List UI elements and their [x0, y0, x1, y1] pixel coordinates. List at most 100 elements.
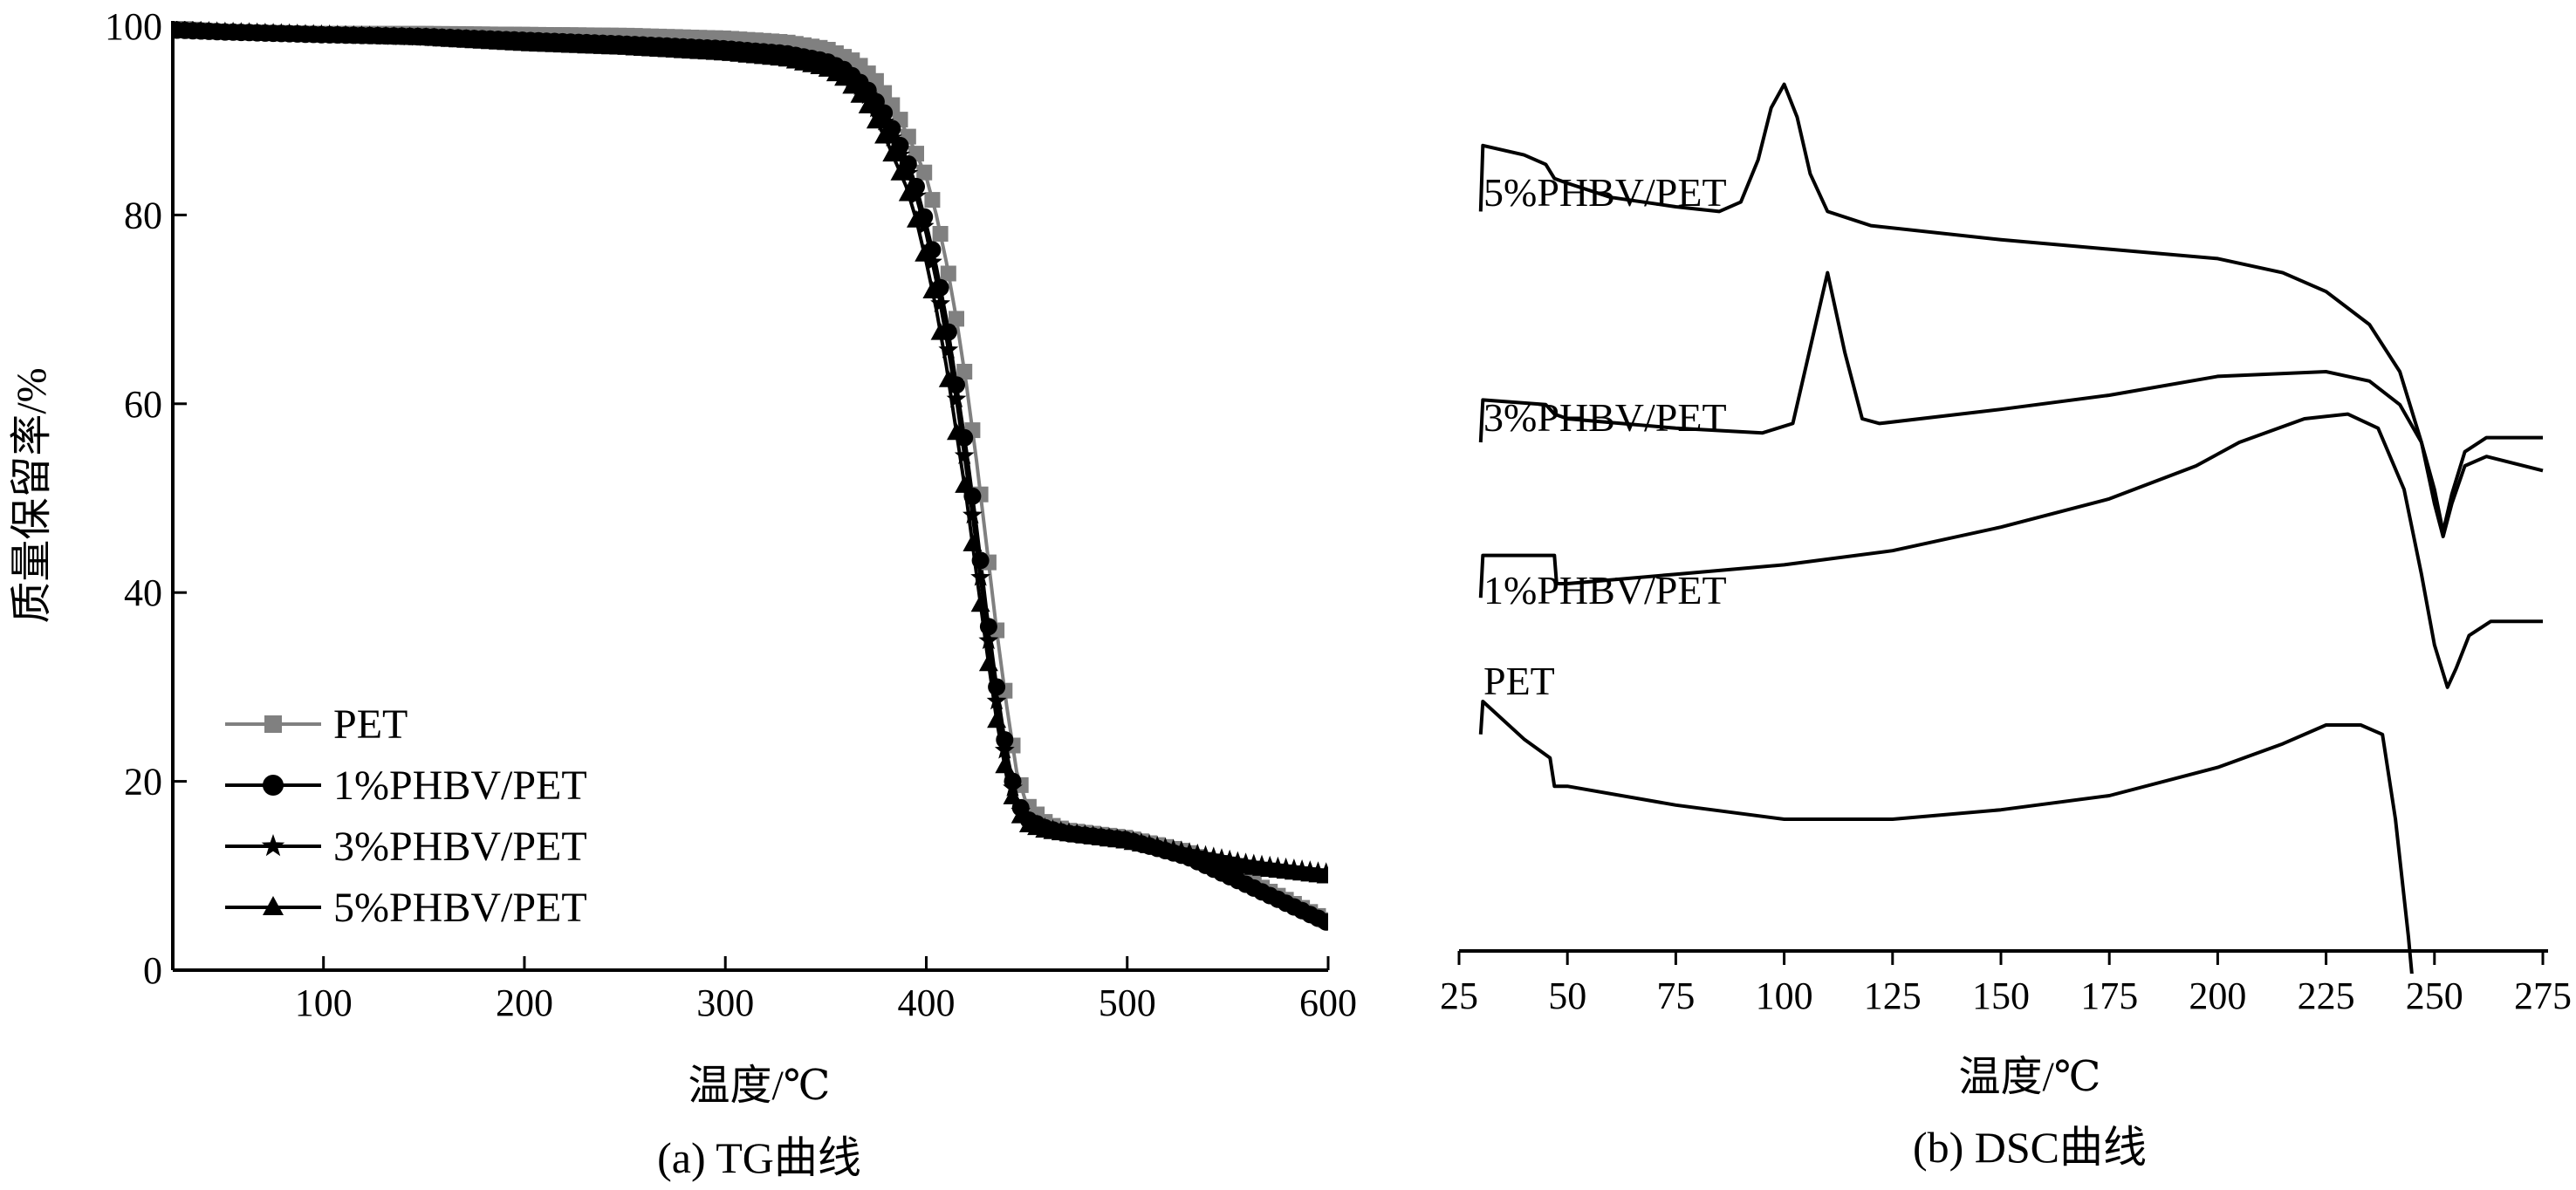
legend-marker-pet — [264, 715, 282, 733]
tg-y-tick-label: 40 — [124, 571, 162, 614]
tg-point-pet — [956, 364, 973, 380]
tg-point-pet — [949, 311, 964, 327]
dsc-x-tick-label: 50 — [1548, 975, 1586, 1017]
tg-point-pet — [924, 192, 941, 209]
tg-point-5pctphbv-pet — [995, 756, 1015, 774]
tg-point-3pctphbv-pet — [898, 162, 919, 182]
tg-point-5pctphbv-pet — [834, 68, 854, 86]
dsc-x-tick-label: 200 — [2189, 975, 2246, 1017]
tg-point-5pctphbv-pet — [898, 183, 918, 202]
tg-x-tick-label: 600 — [1299, 981, 1357, 1024]
tg-point-5pctphbv-pet — [970, 594, 990, 612]
tg-point-pet — [916, 164, 933, 181]
tg-y-tick-label: 100 — [105, 5, 162, 48]
tg-point-3pctphbv-pet — [890, 144, 910, 164]
tg-point-pet — [940, 265, 956, 282]
dsc-x-tick-label: 25 — [1440, 975, 1478, 1017]
dsc-x-tick-label: 225 — [2298, 975, 2355, 1017]
tg-x-tick-label: 200 — [496, 981, 553, 1024]
tg-y-tick-label: 0 — [143, 949, 162, 992]
dsc-line-1pctphbv-pet — [1478, 412, 2543, 689]
legend-item-pet: PET — [225, 701, 408, 748]
tg-markers-5pctphbv-pet — [173, 21, 1328, 884]
dsc-x-tick-label: 75 — [1656, 975, 1695, 1017]
tg-point-3pctphbv-pet — [986, 690, 1007, 710]
dsc-x-tick-label: 150 — [1972, 975, 2030, 1017]
tg-point-1pctphbv-pet — [1317, 913, 1328, 931]
tg-point-3pctphbv-pet — [954, 445, 975, 464]
tg-x-axis-label: 温度/℃ — [688, 1063, 830, 1109]
dsc-curve-label-3pct: 3%PHBV/PET — [1483, 395, 1727, 440]
tg-axes — [171, 21, 1328, 972]
tg-point-5pctphbv-pet — [963, 533, 983, 551]
tg-x-tick-label: 300 — [696, 981, 754, 1024]
tg-point-3pctphbv-pet — [963, 504, 983, 524]
legend-item-5pct: 5%PHBV/PET — [225, 885, 587, 931]
tg-point-3pctphbv-pet — [874, 111, 894, 131]
tg-point-5pctphbv-pet — [1316, 865, 1328, 884]
tg-point-5pctphbv-pet — [938, 369, 958, 387]
tg-point-5pctphbv-pet — [978, 653, 998, 672]
tg-point-pet — [932, 226, 949, 242]
tg-point-5pctphbv-pet — [1011, 805, 1031, 824]
tg-point-5pctphbv-pet — [842, 76, 862, 94]
tg-y-tick-label: 80 — [124, 194, 162, 236]
legend-label-1pct: 1%PHBV/PET — [333, 763, 587, 809]
tg-point-3pctphbv-pet — [881, 127, 902, 147]
tg-point-3pctphbv-pet — [938, 339, 959, 359]
dsc-x-tick-label: 175 — [2080, 975, 2138, 1017]
tg-y-axis-label: 质量保留率/% — [9, 367, 55, 623]
tg-point-1pctphbv-pet — [988, 678, 1006, 696]
tg-ticks: 100 200 300 400 500 600 0 20 40 60 80 100 — [105, 5, 1357, 1024]
tg-point-5pctphbv-pet — [915, 243, 935, 262]
tg-point-5pctphbv-pet — [858, 95, 878, 113]
dsc-curves — [1478, 82, 2544, 974]
tg-point-5pctphbv-pet — [955, 475, 975, 493]
tg-caption: (a) TG曲线 — [657, 1133, 861, 1182]
tg-point-3pctphbv-pet — [858, 85, 879, 105]
tg-point-1pctphbv-pet — [979, 618, 997, 636]
legend-item-1pct: 1%PHBV/PET — [225, 763, 587, 809]
dsc-x-axis-label: 温度/℃ — [1958, 1054, 2100, 1100]
legend-label-pet: PET — [333, 701, 408, 748]
dsc-ticks: 25 50 75 100 125 150 175 200 225 250 275 — [1440, 951, 2572, 1017]
dsc-curve-label-5pct: 5%PHBV/PET — [1483, 170, 1727, 215]
tg-point-5pctphbv-pet — [907, 209, 926, 228]
tg-x-tick-label: 400 — [897, 981, 955, 1024]
legend-marker-1pct — [263, 775, 284, 796]
legend-label-3pct: 3%PHBV/PET — [333, 824, 587, 870]
tg-chart: 100 200 300 400 500 600 0 20 40 60 80 100 温度/℃ 质量保留… — [9, 5, 1357, 1182]
tg-point-1pctphbv-pet — [971, 551, 990, 570]
tg-y-tick-label: 60 — [124, 383, 162, 426]
tg-point-5pctphbv-pet — [882, 144, 902, 162]
tg-point-3pctphbv-pet — [978, 630, 999, 650]
legend-marker-3pct — [261, 834, 285, 857]
dsc-x-tick-label: 275 — [2514, 975, 2572, 1017]
dsc-x-tick-label: 100 — [1756, 975, 1813, 1017]
dsc-line-5pctphbv-pet — [1478, 82, 2544, 538]
tg-point-3pctphbv-pet — [930, 293, 950, 312]
tg-point-5pctphbv-pet — [947, 422, 966, 441]
tg-point-5pctphbv-pet — [850, 85, 870, 103]
tg-x-tick-label: 100 — [295, 981, 353, 1024]
tg-point-5pctphbv-pet — [922, 281, 942, 298]
tg-line-5pctphbv-pet — [173, 28, 1328, 878]
dsc-chart: 25 50 75 100 125 150 175 200 225 250 275 5%PHBV/PE… — [1440, 82, 2572, 1172]
dsc-curve-label-pet: PET — [1483, 659, 1555, 703]
tg-point-3pctphbv-pet — [866, 98, 887, 118]
tg-markers — [173, 21, 1328, 931]
tg-point-5pctphbv-pet — [987, 710, 1007, 728]
legend-marker-5pct — [263, 896, 284, 915]
dsc-x-tick-label: 125 — [1864, 975, 1922, 1017]
tg-point-3pctphbv-pet — [906, 185, 927, 205]
tg-point-5pctphbv-pet — [890, 162, 910, 181]
tg-point-3pctphbv-pet — [970, 566, 991, 586]
tg-point-5pctphbv-pet — [930, 322, 950, 340]
tg-point-5pctphbv-pet — [866, 111, 886, 129]
tg-point-3pctphbv-pet — [946, 388, 967, 408]
dsc-line-3pctphbv-pet — [1478, 270, 2543, 534]
tg-point-5pctphbv-pet — [1003, 786, 1023, 804]
tg-point-3pctphbv-pet — [994, 739, 1015, 759]
dsc-line-pet — [1478, 700, 2414, 974]
